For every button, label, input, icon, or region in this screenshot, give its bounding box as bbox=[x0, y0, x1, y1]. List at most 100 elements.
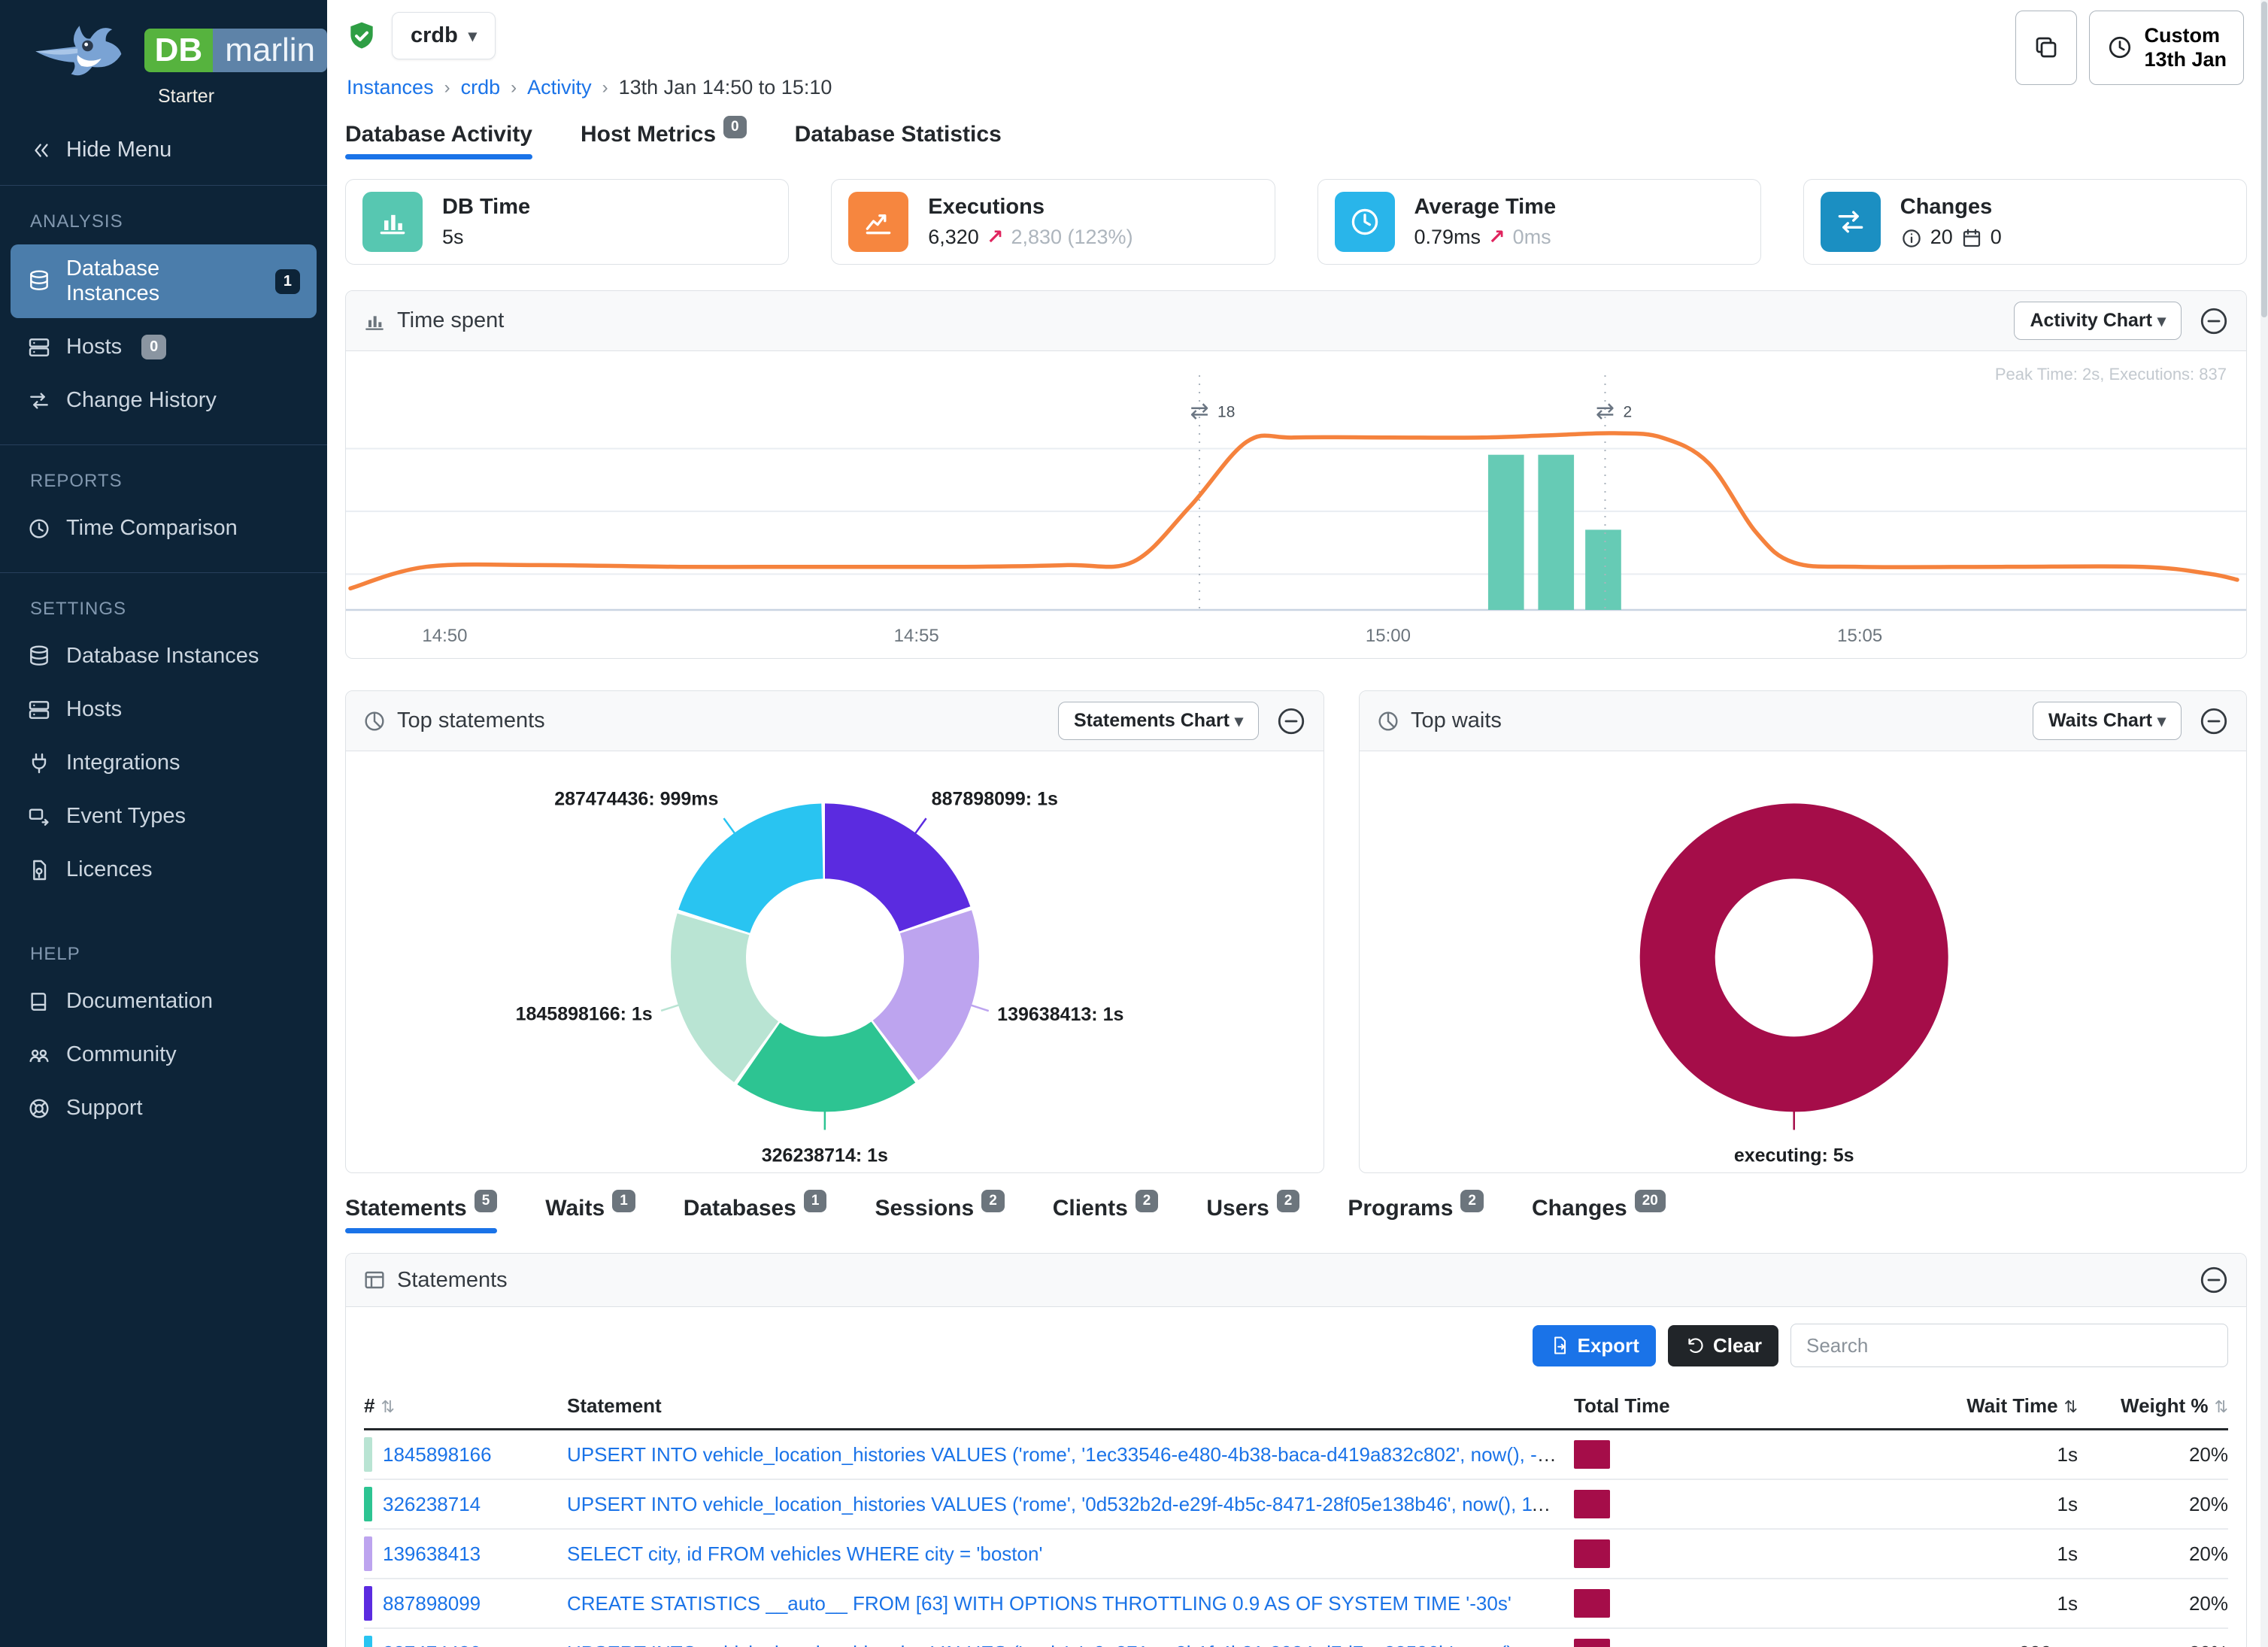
sidebar-item-time-comparison[interactable]: Time Comparison bbox=[11, 504, 317, 553]
statement-id-link[interactable]: 1845898166 bbox=[383, 1442, 492, 1466]
statement-text-link[interactable]: UPSERT INTO vehicle_location_histories V… bbox=[567, 1492, 1559, 1515]
tab-database-statistics[interactable]: Database Statistics bbox=[795, 122, 1002, 159]
sidebar-item-change-history[interactable]: Change History bbox=[11, 376, 317, 425]
top-waits-donut[interactable]: executing: 5s bbox=[1360, 751, 2246, 1172]
detail-tab-clients[interactable]: Clients 2 bbox=[1053, 1190, 1159, 1233]
sidebar-section-title: HELP bbox=[30, 944, 80, 964]
col-header-weight[interactable]: Weight % ⇅ bbox=[2121, 1394, 2228, 1417]
table-row: 287474436 UPSERT INTO vehicle_location_hi… bbox=[364, 1629, 2228, 1647]
page-scrollbar[interactable] bbox=[2260, 0, 2268, 1647]
activity-chart-select[interactable]: Activity Chart ▾ bbox=[2014, 302, 2182, 340]
detail-tab-programs[interactable]: Programs 2 bbox=[1348, 1190, 1484, 1233]
breadcrumb-item[interactable]: Instances bbox=[347, 76, 434, 99]
sidebar-item-community[interactable]: Community bbox=[11, 1030, 317, 1079]
sidebar-item-badge: 1 bbox=[274, 268, 300, 294]
clear-button[interactable]: Clear bbox=[1667, 1324, 1778, 1366]
statement-id-link[interactable]: 887898099 bbox=[383, 1591, 481, 1615]
metric-title: Changes bbox=[1900, 195, 1993, 219]
statement-id-link[interactable]: 139638413 bbox=[383, 1542, 481, 1565]
pie-chart-icon bbox=[1378, 711, 1398, 731]
metric-value: 0.79ms bbox=[1414, 226, 1481, 248]
wait-time-value: 1s bbox=[2057, 1542, 2078, 1565]
top-statements-donut[interactable]: 887898099: 1s 139638413: 1s 326238714: 1s 1… bbox=[346, 751, 1324, 1172]
statement-id-link[interactable]: 326238714 bbox=[383, 1492, 481, 1515]
sidebar-item-hosts[interactable]: Hosts 0 bbox=[11, 323, 317, 372]
instance-selector[interactable]: crdb ▾ bbox=[392, 12, 496, 59]
detail-tab-statements[interactable]: Statements 5 bbox=[345, 1190, 498, 1233]
sidebar-item-support[interactable]: Support bbox=[11, 1084, 317, 1133]
licence-icon bbox=[33, 860, 47, 880]
sidebar-item-event-types[interactable]: Event Types bbox=[11, 792, 317, 841]
statements-chart-select[interactable]: Statements Chart ▾ bbox=[1058, 702, 1259, 740]
collapse-panel-icon[interactable] bbox=[2198, 1264, 2230, 1296]
sidebar-item-label: Database Instances bbox=[66, 644, 259, 668]
sidebar-item-hosts[interactable]: Hosts bbox=[11, 685, 317, 734]
detail-tab-changes[interactable]: Changes 20 bbox=[1532, 1190, 1666, 1233]
instance-name: crdb bbox=[411, 23, 458, 47]
sidebar-item-documentation[interactable]: Documentation bbox=[11, 977, 317, 1026]
sidebar-item-database-instances[interactable]: Database Instances bbox=[11, 632, 317, 681]
tab-badge: 5 bbox=[474, 1190, 498, 1212]
col-header-total-time[interactable]: Total Time bbox=[1574, 1394, 1670, 1417]
statement-color-swatch bbox=[364, 1536, 372, 1571]
statements-title-wrap: Statements bbox=[362, 1268, 508, 1293]
app-logo[interactable]: DB marlin Starter bbox=[0, 0, 327, 115]
collapse-panel-icon[interactable] bbox=[2198, 705, 2230, 737]
export-icon bbox=[1554, 1336, 1566, 1354]
tab-label: Database Activity bbox=[345, 122, 532, 147]
hide-menu-button[interactable]: Hide Menu bbox=[0, 115, 327, 185]
svg-text:15:00: 15:00 bbox=[1366, 626, 1411, 646]
sidebar-item-licences[interactable]: Licences bbox=[11, 845, 317, 894]
svg-text:14:50: 14:50 bbox=[422, 626, 467, 646]
table-icon bbox=[365, 1271, 384, 1289]
metric-card-db-time[interactable]: DB Time 5s bbox=[345, 179, 790, 265]
statement-text-link[interactable]: CREATE STATISTICS __auto__ FROM [63] WIT… bbox=[567, 1591, 1511, 1615]
svg-text:15:05: 15:05 bbox=[1837, 626, 1882, 646]
sidebar-item-database-instances[interactable]: Database Instances 1 bbox=[11, 244, 317, 318]
tab-host-metrics[interactable]: Host Metrics 0 bbox=[581, 116, 747, 159]
detail-tab-users[interactable]: Users 2 bbox=[1206, 1190, 1300, 1233]
table-row: 1845898166 UPSERT INTO vehicle_location_h… bbox=[364, 1430, 2228, 1480]
detail-tab-sessions[interactable]: Sessions 2 bbox=[875, 1190, 1005, 1233]
statement-text-link[interactable]: UPSERT INTO vehicle_location_histories V… bbox=[567, 1442, 1559, 1466]
metric-card-average-time[interactable]: Average Time 0.79ms ↗ 0ms bbox=[1317, 179, 1761, 265]
copy-link-button[interactable] bbox=[2015, 11, 2078, 85]
statement-id-link[interactable]: 287474436 bbox=[383, 1642, 481, 1647]
export-button[interactable]: Export bbox=[1532, 1324, 1656, 1366]
metric-card-executions[interactable]: Executions 6,320 ↗ 2,830 (123%) bbox=[831, 179, 1275, 265]
statement-color-swatch bbox=[364, 1437, 372, 1472]
tab-label: Users bbox=[1206, 1196, 1269, 1221]
detail-tab-waits[interactable]: Waits 1 bbox=[545, 1190, 635, 1233]
total-time-bar bbox=[1574, 1639, 1610, 1647]
metric-card-changes[interactable]: Changes 20 0 bbox=[1803, 179, 2247, 265]
collapse-panel-icon[interactable] bbox=[2198, 305, 2230, 337]
metric-icon-badge bbox=[1334, 192, 1395, 252]
time-spent-chart[interactable]: 14:50 14:55 15:00 15:05 ⇄ 18 ⇄ 2 bbox=[346, 351, 2246, 658]
total-time-bar bbox=[1574, 1440, 1610, 1469]
chevron-down-icon: ▾ bbox=[1234, 711, 1243, 730]
brand-db: DB bbox=[144, 29, 214, 72]
breadcrumb-item[interactable]: Activity bbox=[527, 76, 592, 99]
sidebar-divider bbox=[0, 185, 327, 186]
panel-title: Statements bbox=[397, 1267, 508, 1292]
waits-chart-select[interactable]: Waits Chart ▾ bbox=[2033, 702, 2182, 740]
col-header-wait-time[interactable]: Wait Time ⇅ bbox=[1966, 1394, 2078, 1417]
search-input[interactable] bbox=[1790, 1324, 2228, 1367]
detail-tab-databases[interactable]: Databases 1 bbox=[684, 1190, 827, 1233]
chevron-down-icon: ▾ bbox=[2157, 711, 2166, 730]
sidebar-item-integrations[interactable]: Integrations bbox=[11, 739, 317, 787]
statement-text-link[interactable]: UPSERT INTO vehicle_location_histories V… bbox=[567, 1642, 1559, 1647]
sidebar-item-label: Hosts bbox=[66, 697, 123, 721]
col-header-index[interactable]: # ⇅ bbox=[364, 1394, 395, 1417]
collapse-panel-icon[interactable] bbox=[1275, 705, 1307, 737]
statement-text-link[interactable]: SELECT city, id FROM vehicles WHERE city… bbox=[567, 1542, 1043, 1565]
breadcrumb-item[interactable]: crdb bbox=[460, 76, 501, 99]
clock-icon bbox=[1351, 208, 1378, 235]
database-icon bbox=[30, 645, 48, 666]
tab-database-activity[interactable]: Database Activity bbox=[345, 122, 532, 159]
top-waits-title-wrap: Top waits bbox=[1376, 708, 1502, 733]
col-header-statement[interactable]: Statement bbox=[567, 1394, 662, 1417]
scrollbar-thumb[interactable] bbox=[2261, 2, 2267, 317]
time-range-button[interactable]: Custom 13th Jan bbox=[2089, 11, 2244, 85]
